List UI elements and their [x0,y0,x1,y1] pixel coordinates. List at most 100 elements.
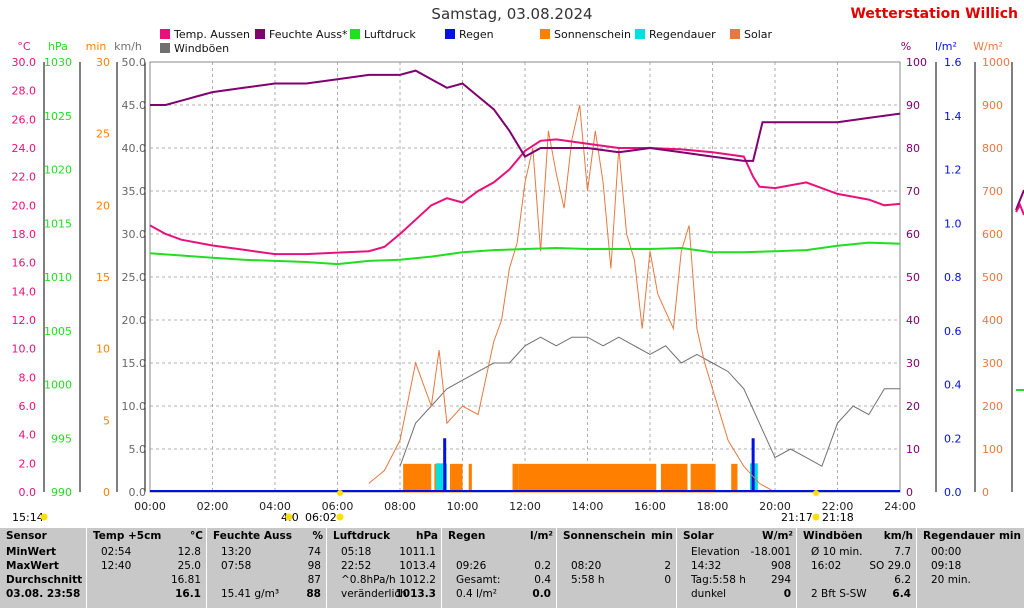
axis-tick-label: 0.8 [944,271,962,284]
axis-tick-label: 0 [103,486,110,499]
station-name[interactable]: Wetterstation Willich [850,6,1018,22]
axis-tick-label: 40 [906,314,920,327]
chart-title: Samstag, 03.08.2024 [431,5,593,23]
stats-cell-value: 0.4 [534,574,551,586]
axis-tick-label: 15 [96,271,110,284]
stats-table: Sensor MinWert MaxWert Durchschnitt 03.08. 2… [0,528,1024,608]
stats-cell-time: 16:02 [811,560,842,572]
axis-tick-label: 990 [51,486,72,499]
axis-tick-label: 5 [103,414,110,427]
start-time-label: 15:14 [12,511,44,524]
stats-column-title: Solar W/m² [677,528,797,545]
axis-tick-label: 10 [96,343,110,356]
stats-cell-value: 908 [770,560,791,572]
stats-cell-value: 1012.2 [399,574,436,586]
stats-cell-time: Elevation [691,546,740,558]
axis-tick-label: 10.0 [122,400,147,413]
axis-tick-label: 5.0 [129,443,147,456]
axis-tick-label: 25 [96,128,110,141]
axis-tick-label: 0 [906,486,913,499]
axis-tick-label: 30 [96,56,110,69]
axis-tick-label: 100 [982,443,1003,456]
stats-column: Luftdruck hPa 05:18 1011.1 22:52 1013.4 ^0.8hP… [326,528,442,608]
axis-tick-label: 0.4 [944,379,962,392]
x-axis-tick-label: 22:00 [822,500,854,513]
stats-row: 22:52 1013.4 [327,559,442,573]
sun-marker [813,490,819,496]
stats-column-unit: hPa [416,530,438,542]
axis-tick-label: 1.0 [944,217,962,230]
axis-unit-label: km/h [114,40,142,53]
raindur-bar [435,463,447,492]
stats-cell-time: 09:18 [931,560,962,572]
stats-cell-time: 20 min. [931,574,971,586]
legend-swatch [730,29,740,39]
x-axis-tick-label: 20:00 [759,500,791,513]
stats-column-title: Sonnenschein min [557,528,677,545]
stats-row: 09:18 [917,559,1024,573]
axis-tick-label: 300 [982,357,1003,370]
axis-tick-label: 0.0 [944,486,962,499]
stats-row: 20 min. [917,573,1024,587]
stats-cell-value: 0.0 [532,588,551,600]
axis-unit-label: °C [17,40,31,53]
stats-cell-time: 15.41 g/m³ [221,588,280,600]
edge-series-temp [1015,202,1024,216]
axis-tick-label: 1005 [44,325,72,338]
rain-bar [751,438,755,492]
axis-tick-label: 28.0 [12,85,37,98]
stats-column: Regendauer min 00:00 09:18 20 min. [916,528,1024,608]
legend-swatch [350,29,360,39]
stats-cell-value: 98 [307,560,321,572]
legend-label: Regendauer [649,28,716,41]
axis-tick-label: 20 [96,199,110,212]
edge-series-humidity [1015,189,1024,211]
axis-tick-label: 1000 [982,56,1010,69]
stats-column-unit: °C [190,530,203,542]
axis-tick-label: 14.0 [12,285,37,298]
sunshine-bar [690,463,716,493]
sunrise-label: 06:02 [305,511,337,524]
axis-tick-label: 1010 [44,271,72,284]
x-axis-tick-label: 16:00 [634,500,666,513]
stats-column-unit: W/m² [762,530,793,542]
stats-row: 6.2 [797,573,917,587]
axis-tick-label: 0.6 [944,325,962,338]
stats-cell-value: 7.7 [894,546,911,558]
stats-cell-value: 6.2 [894,574,911,586]
stats-row: dunkel 0 [677,587,797,601]
stats-column: Solar W/m² Elevation -18.001 14:32 908 Tag:5:5… [676,528,797,608]
axis-tick-label: 700 [982,185,1003,198]
stats-cell-time: 12:40 [101,560,132,572]
stats-row: 16:02 SO 29.0 [797,559,917,573]
stats-cell-value: 1013.3 [395,588,436,600]
x-axis-tick-label: 00:00 [134,500,166,513]
axis-tick-label: 45.0 [122,99,147,112]
axis-tick-label: 900 [982,99,1003,112]
axis-tick-label: 70 [906,185,920,198]
stats-column: Regen l/m² 09:26 0.2 Gesamt: 0.4 0.4 l/m² 0.0 [441,528,557,608]
sunshine-bar [403,463,432,493]
stats-cell-time: 22:52 [341,560,372,572]
legend-swatch [160,43,170,53]
axis-tick-label: 50 [906,271,920,284]
stats-row: 87 [207,573,327,587]
stats-column: Sonnenschein min 08:20 2 5:58 h 0 [556,528,677,608]
stats-cell-time: 00:00 [931,546,962,558]
stats-row: 09:26 0.2 [442,559,557,573]
stats-row: 08:20 2 [557,559,677,573]
legend-label: Regen [459,28,494,41]
stats-cell-value: -18.001 [750,546,791,558]
sunshine-bar [660,463,688,493]
x-axis-tick-label: 04:00 [259,500,291,513]
stats-column-title: Temp +5cm °C [87,528,207,545]
axis-tick-label: 80 [906,142,920,155]
axis-tick-label: 10.0 [12,343,37,356]
stats-cell-time: ^0.8hPa/h [341,574,396,586]
axis-tick-label: 1020 [44,164,72,177]
stats-column-unit: km/h [883,530,913,542]
stats-cell-value: 1011.1 [399,546,436,558]
stats-cell-time: Gesamt: [456,574,501,586]
x-axis-tick-label: 14:00 [572,500,604,513]
stats-column: Temp +5cm °C 02:54 12.8 12:40 25.0 16.81 16.1 [86,528,207,608]
